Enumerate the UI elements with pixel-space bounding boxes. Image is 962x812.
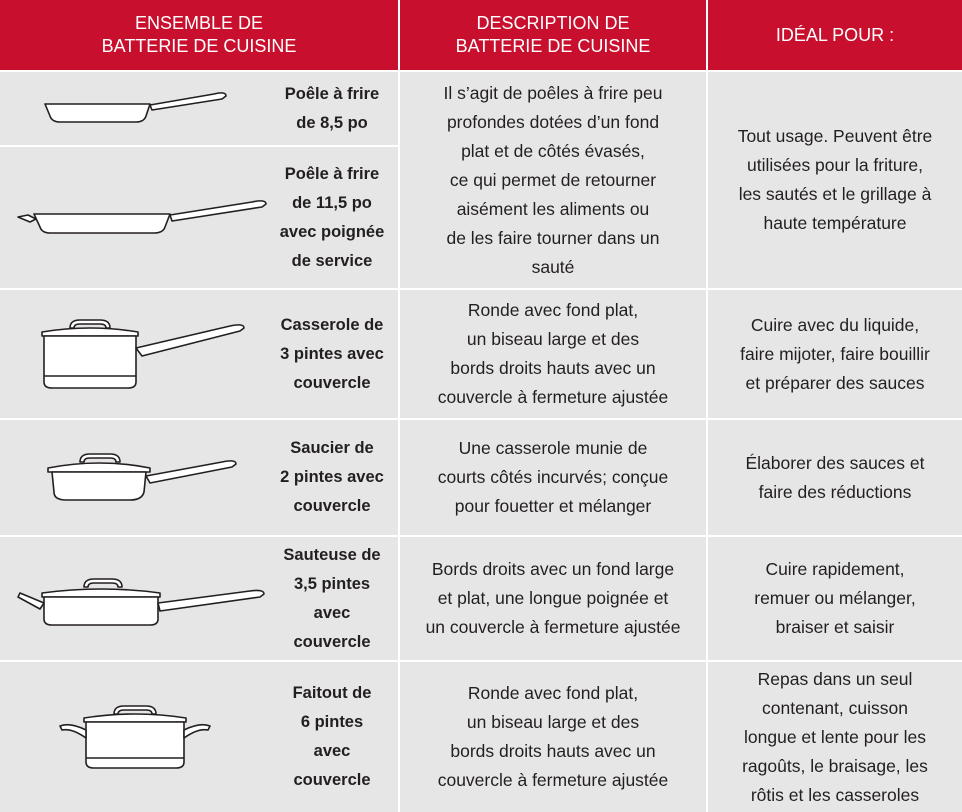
ideal-for-line: longue et lente pour les	[744, 726, 926, 747]
item-name: Poêle à frire de 8,5 po	[272, 72, 398, 145]
item-name-line: couvercle	[293, 632, 371, 651]
description-line: couvercle à fermeture ajustée	[437, 770, 669, 790]
ideal-for-line: Élaborer des sauces et	[745, 452, 925, 473]
sauteuse	[17, 578, 265, 626]
item-name-line: avec poignée	[279, 222, 385, 241]
item-name-line: 3 pintes avec	[280, 344, 384, 363]
description: Ronde avec fond plat, un biseau large et …	[400, 662, 706, 812]
description-line: plat et de côtés évasés,	[461, 140, 645, 161]
description-line: aisément les aliments ou	[456, 198, 650, 219]
header-cell: DESCRIPTION DE BATTERIE DE CUISINE	[400, 0, 706, 70]
description-line: Bords droits avec un fond large	[431, 559, 675, 579]
frying-pan-small	[44, 92, 227, 123]
description: Une casserole munie de courts côtés incur…	[400, 420, 706, 535]
ideal-for-line: et préparer des sauces	[745, 372, 925, 393]
description-line: bords droits hauts avec un	[450, 358, 656, 378]
item-name-line: de 8,5 po	[296, 113, 368, 132]
description-line: un couvercle à fermeture ajustée	[425, 617, 681, 637]
header-cell-line: BATTERIE DE CUISINE	[101, 36, 297, 56]
header-cell-line: ENSEMBLE DE	[134, 13, 264, 33]
ideal-for: Cuire rapidement, remuer ou mélanger, brai…	[708, 537, 962, 660]
description: Il s’agit de poêles à frire peu profondes…	[400, 72, 706, 288]
item-name-line: 6 pintes	[300, 713, 364, 731]
item-name-line: Poêle à frire	[284, 164, 380, 183]
header-cell-line: DESCRIPTION DE	[476, 13, 630, 33]
description-line: Ronde avec fond plat,	[467, 683, 639, 703]
item-name-line: Casserole de	[280, 315, 384, 334]
item-name-line: de service	[291, 251, 373, 270]
item-name-line: couvercle	[293, 497, 371, 515]
saucier	[47, 453, 237, 501]
ideal-for-line: Tout usage. Peuvent être	[737, 126, 933, 146]
item-name: Faitout de 6 pintes avec couvercle	[272, 662, 398, 812]
ideal-for-line: utilisées pour la friture,	[746, 155, 924, 175]
description-line: profondes dotées d’un fond	[446, 111, 660, 132]
item-name-line: Faitout de	[292, 684, 372, 702]
description-line: couvercle à fermeture ajustée	[437, 387, 669, 407]
ideal-for: Repas dans un seul contenant, cuisson long…	[708, 662, 962, 812]
header-cell-line: BATTERIE DE CUISINE	[455, 36, 651, 56]
item-name-line: avec	[313, 603, 351, 622]
item-name-line: Sauteuse de	[283, 545, 381, 564]
ideal-for-line: les sautés et le grillage à	[738, 184, 932, 204]
description-line: bords droits hauts avec un	[450, 741, 656, 761]
item-name-line: Poêle à frire	[284, 84, 380, 103]
description-line: de les faire tourner dans un	[446, 227, 660, 248]
item-name: Poêle à frire de 11,5 po avec poignée de se…	[272, 147, 398, 288]
ideal-for-line: Cuire avec du liquide,	[750, 314, 920, 335]
description-line: courts côtés incurvés; conçue	[437, 467, 669, 487]
description-line: pour fouetter et mélanger	[454, 496, 652, 516]
ideal-for-line: faire mijoter, faire bouillir	[740, 343, 930, 364]
item-name: Sauteuse de 3,5 pintes avec couvercle	[272, 537, 398, 660]
ideal-for-line: Cuire rapidement,	[765, 559, 905, 579]
saucepan	[41, 319, 245, 389]
dutch-oven	[59, 705, 211, 769]
frying-pan-large	[17, 200, 267, 234]
ideal-for-line: haute température	[763, 213, 907, 233]
description: Bords droits avec un fond large et plat, …	[400, 537, 706, 660]
item-name: Casserole de 3 pintes avec couvercle	[272, 290, 398, 418]
item-name-line: 3,5 pintes	[293, 574, 371, 593]
ideal-for-line: Repas dans un seul	[757, 668, 913, 689]
description-line: Une casserole munie de	[458, 438, 648, 458]
description-line: un biseau large et des	[466, 712, 640, 732]
ideal-for-line: contenant, cuisson	[762, 697, 908, 718]
description-line: Ronde avec fond plat,	[467, 300, 639, 320]
item-name-line: 2 pintes avec	[280, 468, 384, 486]
ideal-for-line: remuer ou mélanger,	[754, 588, 916, 608]
item-name-line: Saucier de	[290, 439, 374, 457]
header-cell-line: IDÉAL POUR :	[775, 24, 895, 45]
item-name-line: avec	[313, 742, 351, 760]
ideal-for-line: faire des réductions	[758, 481, 912, 502]
ideal-for-line: rôtis et les casseroles	[750, 784, 920, 805]
ideal-for: Tout usage. Peuvent être utilisées pour l…	[708, 72, 962, 288]
header-cell: IDÉAL POUR :	[708, 0, 962, 70]
item-name-line: couvercle	[293, 771, 371, 789]
ideal-for-line: ragoûts, le braisage, les	[742, 755, 928, 776]
description-line: et plat, une longue poignée et	[437, 588, 669, 608]
item-name-line: de 11,5 po	[292, 193, 372, 212]
header-cell: ENSEMBLE DE BATTERIE DE CUISINE	[0, 0, 398, 70]
description-line: Il s’agit de poêles à frire peu	[443, 82, 663, 103]
item-name: Saucier de 2 pintes avec couvercle	[272, 420, 398, 535]
ideal-for: Cuire avec du liquide, faire mijoter, fai…	[708, 290, 962, 418]
description-line: un biseau large et des	[466, 329, 640, 349]
description: Ronde avec fond plat, un biseau large et …	[400, 290, 706, 418]
description-line: ce qui permet de retourner	[449, 169, 657, 190]
ideal-for: Élaborer des sauces et faire des réductio…	[708, 420, 962, 535]
ideal-for-line: braiser et saisir	[775, 617, 895, 637]
item-name-line: couvercle	[293, 373, 371, 392]
description-line: sauté	[531, 256, 575, 277]
